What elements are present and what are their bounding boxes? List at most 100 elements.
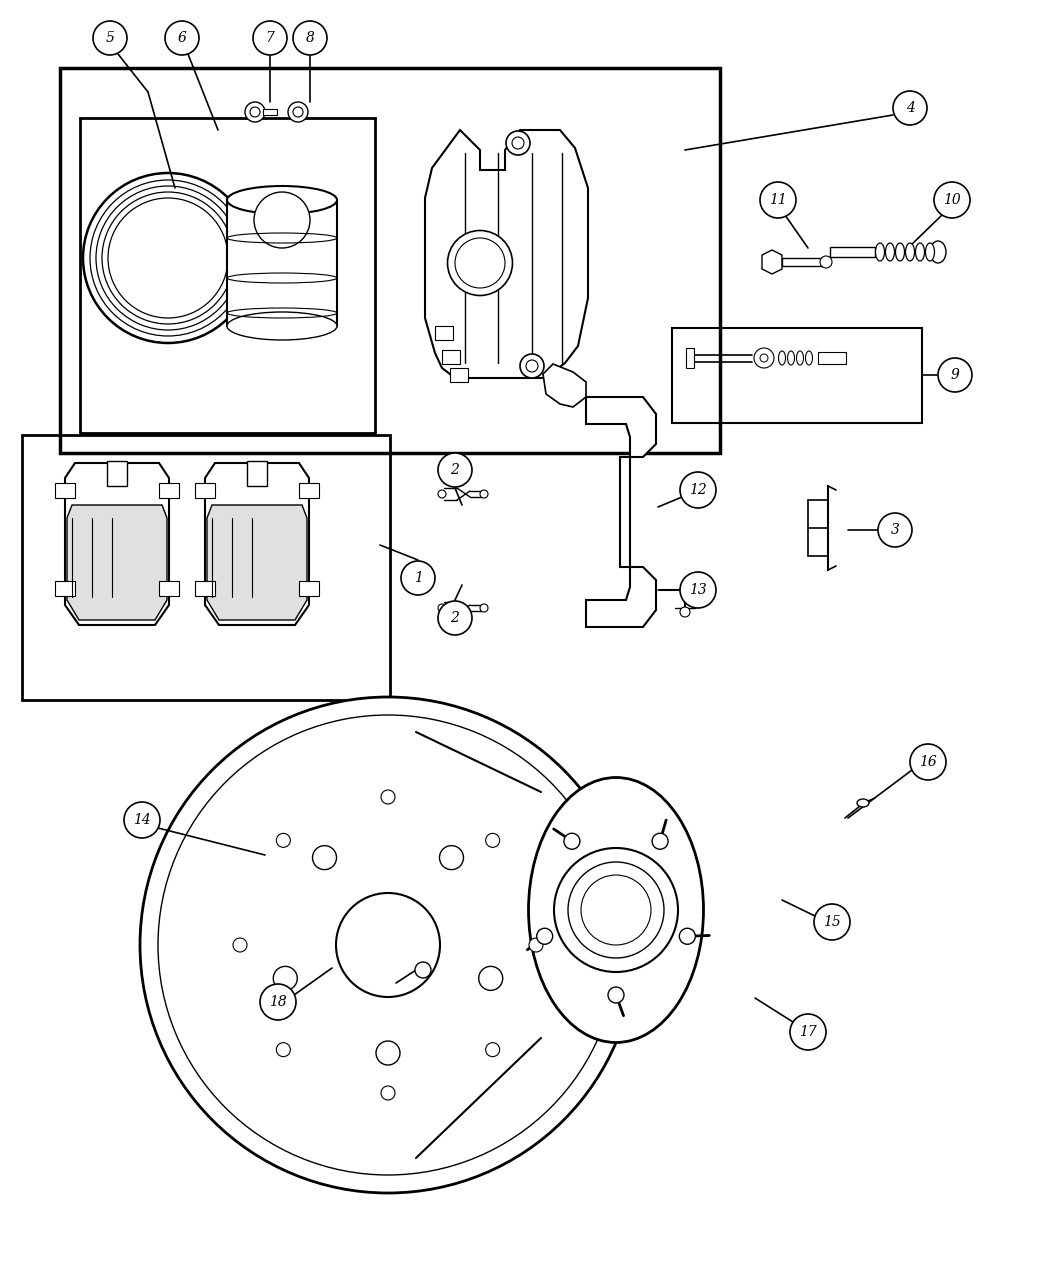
Ellipse shape xyxy=(896,244,904,261)
Text: 3: 3 xyxy=(890,523,900,537)
Polygon shape xyxy=(762,250,782,274)
Circle shape xyxy=(608,987,624,1003)
Ellipse shape xyxy=(916,244,924,261)
Circle shape xyxy=(480,490,488,499)
Text: 5: 5 xyxy=(106,31,114,45)
Circle shape xyxy=(760,182,796,218)
Circle shape xyxy=(245,102,265,122)
Polygon shape xyxy=(65,463,169,625)
Ellipse shape xyxy=(930,241,946,263)
Text: 17: 17 xyxy=(799,1025,817,1039)
Circle shape xyxy=(934,182,970,218)
Ellipse shape xyxy=(447,231,512,296)
Ellipse shape xyxy=(797,351,803,365)
Text: 2: 2 xyxy=(450,611,460,625)
Circle shape xyxy=(438,453,472,487)
Bar xyxy=(195,483,215,499)
Circle shape xyxy=(438,601,472,635)
Circle shape xyxy=(276,1043,291,1057)
Ellipse shape xyxy=(528,778,704,1043)
Circle shape xyxy=(554,848,678,972)
Circle shape xyxy=(878,513,912,547)
Bar xyxy=(159,483,178,499)
Circle shape xyxy=(537,928,552,945)
Text: 4: 4 xyxy=(905,101,915,115)
Circle shape xyxy=(680,572,716,608)
Circle shape xyxy=(486,834,500,848)
Text: 8: 8 xyxy=(306,31,314,45)
Polygon shape xyxy=(207,505,307,620)
Polygon shape xyxy=(543,363,586,407)
Text: 16: 16 xyxy=(919,755,937,769)
Circle shape xyxy=(506,131,530,156)
Text: 9: 9 xyxy=(950,368,960,382)
Bar xyxy=(299,483,319,499)
Text: 10: 10 xyxy=(943,193,961,207)
Circle shape xyxy=(486,1043,500,1057)
Bar xyxy=(22,435,390,700)
Circle shape xyxy=(273,966,297,991)
Text: 14: 14 xyxy=(133,813,151,827)
Text: 1: 1 xyxy=(414,571,422,585)
Circle shape xyxy=(480,604,488,612)
Circle shape xyxy=(790,1014,826,1051)
Bar xyxy=(227,200,337,326)
Circle shape xyxy=(253,20,287,55)
Text: 7: 7 xyxy=(266,31,274,45)
Bar xyxy=(782,258,824,266)
Circle shape xyxy=(276,834,291,848)
Circle shape xyxy=(401,561,435,595)
Bar xyxy=(55,581,75,595)
Circle shape xyxy=(438,490,446,499)
Ellipse shape xyxy=(805,351,813,365)
Bar xyxy=(435,326,453,340)
Text: 12: 12 xyxy=(689,483,707,497)
Bar xyxy=(55,483,75,499)
Circle shape xyxy=(165,20,200,55)
Circle shape xyxy=(254,193,310,249)
Bar xyxy=(107,462,127,486)
Circle shape xyxy=(820,256,832,268)
Circle shape xyxy=(440,845,463,870)
Text: 13: 13 xyxy=(689,583,707,597)
Bar xyxy=(299,581,319,595)
Circle shape xyxy=(140,697,636,1193)
Circle shape xyxy=(415,963,430,978)
Bar xyxy=(60,68,720,453)
Circle shape xyxy=(479,966,503,991)
Circle shape xyxy=(376,1040,400,1065)
Circle shape xyxy=(158,715,618,1176)
Circle shape xyxy=(938,358,972,391)
Bar xyxy=(450,368,468,382)
Ellipse shape xyxy=(885,244,895,261)
Text: 6: 6 xyxy=(177,31,187,45)
Circle shape xyxy=(313,845,336,870)
Ellipse shape xyxy=(925,244,934,261)
Text: 15: 15 xyxy=(823,915,841,929)
Bar xyxy=(80,119,375,434)
Circle shape xyxy=(910,745,946,780)
Text: 2: 2 xyxy=(450,463,460,477)
Ellipse shape xyxy=(227,312,337,340)
Bar xyxy=(672,328,922,423)
Circle shape xyxy=(680,607,690,617)
Circle shape xyxy=(381,1086,395,1100)
Ellipse shape xyxy=(778,351,785,365)
Text: 18: 18 xyxy=(269,994,287,1009)
Bar xyxy=(818,352,846,363)
Circle shape xyxy=(814,904,850,940)
Circle shape xyxy=(288,102,308,122)
Circle shape xyxy=(381,790,395,805)
Bar xyxy=(830,247,875,258)
Polygon shape xyxy=(205,463,309,625)
Ellipse shape xyxy=(905,244,915,261)
Ellipse shape xyxy=(876,244,884,261)
Polygon shape xyxy=(425,130,588,377)
Circle shape xyxy=(529,938,543,952)
Circle shape xyxy=(892,91,927,125)
Circle shape xyxy=(679,928,695,945)
Circle shape xyxy=(754,348,774,368)
Circle shape xyxy=(680,472,716,507)
Circle shape xyxy=(293,20,327,55)
Circle shape xyxy=(438,604,446,612)
